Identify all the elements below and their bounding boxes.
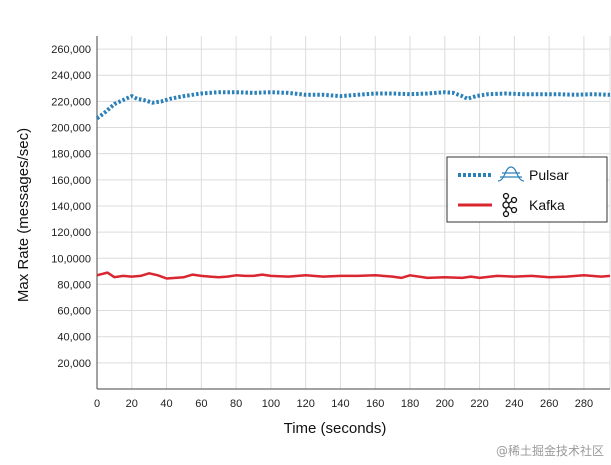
x-tick-label: 280: [575, 398, 593, 410]
y-tick-label: 180,000: [51, 149, 91, 161]
x-tick-label: 200: [436, 398, 454, 410]
legend-item-kafka: Kafka: [458, 192, 565, 218]
x-tick-label: 220: [470, 398, 488, 410]
y-tick-label: 200,000: [51, 123, 91, 135]
series-lines: [95, 90, 611, 280]
x-tick-label: 80: [230, 398, 242, 410]
y-tick-label: 80,000: [57, 279, 91, 291]
x-tick-label: 160: [366, 398, 384, 410]
grid: [96, 36, 611, 389]
y-tick-label: 240,000: [51, 70, 91, 82]
watermark-text: @稀土掘金技术社区: [496, 443, 604, 458]
x-tick-label: 120: [296, 398, 314, 410]
legend-label-pulsar: Pulsar: [529, 167, 569, 183]
y-axis-title: Max Rate (messages/sec): [15, 128, 32, 302]
y-tick-label: 20,000: [57, 358, 91, 370]
legend-item-pulsar: Pulsar: [458, 166, 569, 183]
x-tick-label: 20: [126, 398, 138, 410]
x-tick-label: 40: [160, 398, 172, 410]
series-line-pulsar: [95, 90, 611, 120]
x-tick-label: 240: [505, 398, 523, 410]
y-tick-label: 220,000: [51, 96, 91, 108]
y-tick-label: 140,000: [51, 201, 91, 213]
y-tick-label: 10,0000: [51, 253, 91, 265]
kafka-logo-icon: [502, 192, 518, 218]
x-tick-label: 100: [262, 398, 280, 410]
legend-box: [446, 156, 608, 223]
legend-label-kafka: Kafka: [529, 197, 565, 213]
series-line-kafka: [96, 271, 611, 280]
y-tick-label: 60,000: [57, 306, 91, 318]
y-tick-label: 160,000: [51, 175, 91, 187]
y-tick-label: 120,000: [51, 227, 91, 239]
x-tick-label: 140: [331, 398, 349, 410]
axes: [96, 36, 610, 390]
pulsar-logo-icon: [497, 166, 525, 182]
y-tick-label: 40,000: [57, 332, 91, 344]
x-tick-label: 180: [401, 398, 419, 410]
x-tick-label: 60: [195, 398, 207, 410]
y-tick-label: 260,000: [51, 44, 91, 56]
x-tick-label: 0: [94, 398, 100, 410]
legend: Pulsar Kafka: [446, 156, 608, 223]
x-tick-label: 260: [540, 398, 558, 410]
x-axis-title: Time (seconds): [284, 420, 387, 437]
tick-labels: 0 20 40 60 80 100 120 140 160 180 200 220 240 260 280 2…: [51, 44, 593, 410]
